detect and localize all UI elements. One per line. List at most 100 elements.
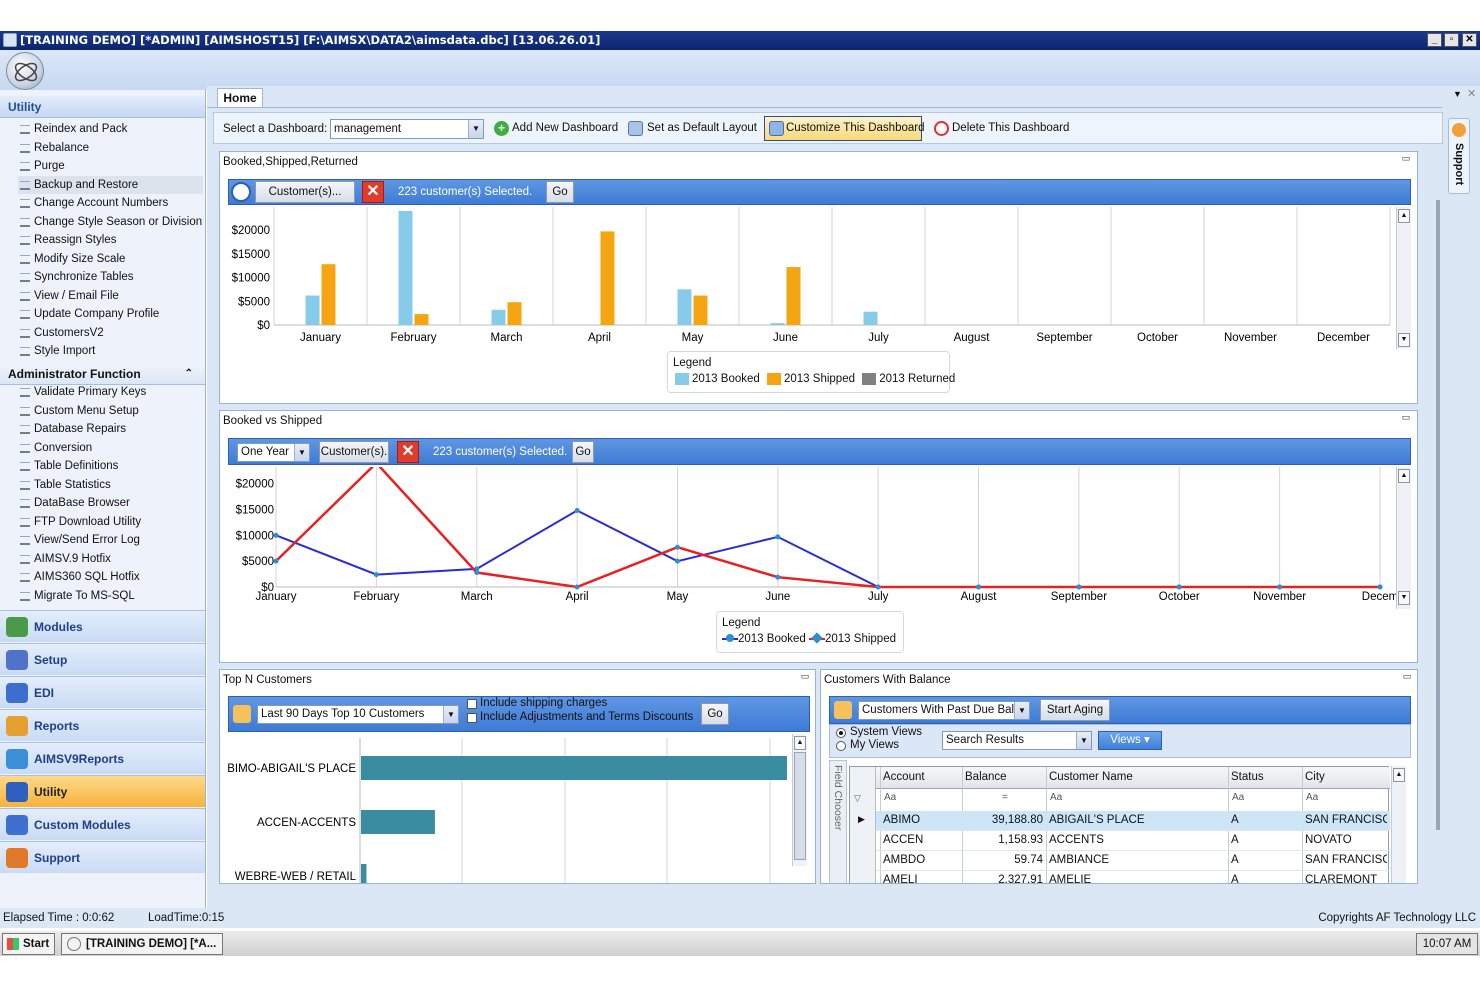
grid-scrollbar[interactable]: ▲ [1391, 766, 1406, 883]
column-header[interactable]: Account [883, 771, 925, 783]
sidebar-item-admin[interactable]: Validate Primary Keys [18, 383, 146, 401]
sidebar-item-utility[interactable]: Synchronize Tables [18, 268, 134, 286]
search-results-select[interactable]: Search Results ▼ [942, 731, 1092, 750]
nav-custom-modules[interactable]: Custom Modules [0, 808, 205, 840]
nav-aimsv9reports[interactable]: AIMSV9Reports [0, 742, 205, 774]
sidebar-item-admin[interactable]: AIMSV.9 Hotfix [18, 550, 111, 568]
set-default-layout-button[interactable]: Set as Default Layout [647, 122, 757, 134]
filter-cell[interactable]: Aa [1232, 792, 1245, 803]
sidebar-item-utility[interactable]: Modify Size Scale [18, 250, 125, 268]
panel3-go-button[interactable]: Go [701, 703, 729, 725]
panel1-go-button[interactable]: Go [546, 181, 574, 203]
sidebar-item-utility[interactable]: View / Email File [18, 287, 119, 305]
column-header[interactable]: City [1305, 771, 1325, 783]
filter-cell[interactable]: Aa [1306, 792, 1319, 803]
collapse-icon[interactable]: ⌃ [184, 368, 193, 379]
views-button[interactable]: Views ▾ [1098, 731, 1162, 750]
sidebar-item-utility[interactable]: Change Style Season or Division [18, 213, 202, 231]
panel2-customers-button[interactable]: Customer(s). [319, 441, 389, 463]
sidebar-item-admin[interactable]: Conversion [18, 439, 92, 457]
scroll-thumb[interactable] [794, 752, 806, 860]
dashboard-select[interactable]: management ▼ [330, 119, 484, 139]
panel1-minimize-icon[interactable]: ▭ [1401, 153, 1411, 163]
panel4-minimize-icon[interactable]: ▭ [1402, 671, 1412, 681]
sidebar-item-utility[interactable]: CustomersV2 [18, 324, 104, 342]
sidebar-item-admin[interactable]: DataBase Browser [18, 494, 130, 512]
start-aging-button[interactable]: Start Aging [1040, 699, 1110, 721]
panel2-minimize-icon[interactable]: ▭ [1401, 412, 1411, 422]
scroll-down-icon[interactable]: ▼ [1398, 333, 1410, 347]
period-select[interactable]: One Year ▼ [237, 443, 310, 462]
minimize-button[interactable]: _ [1427, 33, 1442, 47]
nav-edi[interactable]: EDI [0, 676, 205, 708]
sidebar-section-admin[interactable]: Administrator Function ⌃ [0, 363, 205, 385]
start-button[interactable]: Start [2, 933, 55, 955]
nav-support[interactable]: Support [0, 841, 205, 873]
close-button[interactable]: ✕ [1462, 33, 1477, 47]
top-n-filter-select[interactable]: Last 90 Days Top 10 Customers ▼ [257, 705, 459, 724]
field-chooser-tab[interactable]: Field Chooser [829, 760, 847, 883]
panel2-go-button[interactable]: Go [572, 441, 594, 463]
sidebar-item-utility[interactable]: Reindex and Pack [18, 120, 127, 138]
filter-icon[interactable]: ▽ [854, 793, 861, 803]
sidebar-item-admin[interactable]: FTP Download Utility [18, 513, 141, 531]
scroll-up-icon[interactable]: ▲ [1398, 469, 1410, 483]
column-header[interactable]: Customer Name [1049, 771, 1133, 783]
tab-home[interactable]: Home [217, 88, 263, 108]
panel1-customers-button[interactable]: Customer(s)... [255, 181, 355, 203]
sidebar-item-utility[interactable]: Update Company Profile [18, 305, 159, 323]
balance-view-select[interactable]: Customers With Past Due Bala ▼ [858, 701, 1030, 720]
include-adjustments-checkbox[interactable] [467, 713, 477, 723]
maximize-button[interactable]: ▫ [1444, 33, 1459, 47]
sidebar-item-admin[interactable]: Database Repairs [18, 420, 126, 438]
sidebar-item-utility[interactable]: Change Account Numbers [18, 194, 168, 212]
panel2-clear-icon[interactable]: ✕ [397, 441, 419, 463]
app-orb-button[interactable] [6, 52, 44, 90]
system-views-radio[interactable] [836, 728, 846, 738]
table-row[interactable] [876, 831, 1390, 851]
panel3-filter-bar: Last 90 Days Top 10 Customers ▼ Include s… [228, 696, 810, 732]
column-header[interactable]: Balance [965, 771, 1007, 783]
scroll-down-icon[interactable]: ▼ [1398, 591, 1410, 605]
nav-setup[interactable]: Setup [0, 643, 205, 675]
sidebar-item-utility[interactable]: Reassign Styles [18, 231, 116, 249]
scroll-up-icon[interactable]: ▲ [794, 736, 806, 750]
column-header[interactable]: Status [1231, 771, 1264, 783]
sidebar-item-utility[interactable]: Style Import [18, 342, 95, 360]
panel3-minimize-icon[interactable]: ▭ [800, 671, 810, 681]
tab-dropdown-icon[interactable]: ▼ [1453, 89, 1462, 99]
sidebar-item-utility[interactable]: Purge [18, 157, 65, 175]
sidebar-item-admin[interactable]: Migrate To MS-SQL [18, 587, 135, 605]
sidebar-item-admin[interactable]: AIMS360 SQL Hotfix [18, 568, 140, 586]
add-dashboard-button[interactable]: Add New Dashboard [512, 122, 619, 134]
my-views-radio[interactable] [836, 741, 846, 751]
table-row[interactable] [876, 851, 1390, 871]
table-row[interactable] [876, 811, 1390, 831]
panel3-scrollbar[interactable]: ▲ [792, 734, 807, 866]
sidebar-item-admin[interactable]: Table Definitions [18, 457, 118, 475]
panel1-scrollbar[interactable]: ▲ ▼ [1396, 207, 1411, 349]
panel2-scrollbar[interactable]: ▲ ▼ [1396, 467, 1411, 609]
taskbar-app-button[interactable]: [TRAINING DEMO] [*A... [61, 933, 223, 955]
nav-reports[interactable]: Reports [0, 709, 205, 741]
panel1-clear-icon[interactable]: ✕ [362, 181, 384, 203]
sidebar-item-utility[interactable]: Backup and Restore [18, 175, 203, 194]
nav-modules[interactable]: Modules [0, 610, 205, 642]
tab-close-icon[interactable]: ✕ [1467, 88, 1477, 100]
filter-cell[interactable]: = [1002, 792, 1008, 803]
customize-dashboard-button[interactable]: Customize This Dashboard [764, 116, 925, 141]
sidebar-item-admin[interactable]: Custom Menu Setup [18, 402, 139, 420]
filter-cell[interactable]: Aa [884, 792, 897, 803]
sidebar-item-admin[interactable]: Table Statistics [18, 476, 111, 494]
sidebar-section-utility[interactable]: Utility [0, 96, 205, 118]
filter-cell[interactable]: Aa [1050, 792, 1063, 803]
scroll-up-icon[interactable]: ▲ [1398, 209, 1410, 223]
sidebar-item-utility[interactable]: Rebalance [18, 139, 89, 157]
scroll-up-icon[interactable]: ▲ [1393, 768, 1405, 782]
include-shipping-checkbox[interactable] [467, 699, 477, 709]
sidebar-item-admin[interactable]: View/Send Error Log [18, 531, 140, 549]
right-splitter[interactable] [1436, 200, 1440, 830]
support-side-tab[interactable]: Support [1448, 118, 1470, 194]
delete-dashboard-button[interactable]: Delete This Dashboard [952, 122, 1070, 134]
nav-utility[interactable]: Utility [0, 775, 205, 807]
